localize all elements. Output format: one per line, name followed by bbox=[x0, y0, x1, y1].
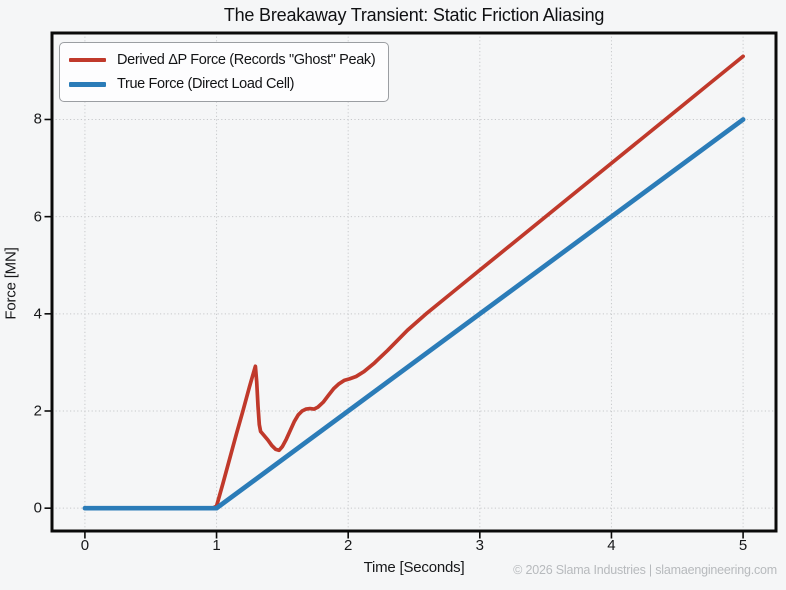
x-tick-label: 4 bbox=[607, 537, 616, 554]
x-axis-label: Time [Seconds] bbox=[363, 559, 465, 576]
legend-label: True Force (Direct Load Cell) bbox=[117, 76, 295, 92]
y-tick-label: 4 bbox=[33, 305, 42, 323]
y-tick-label: 6 bbox=[33, 208, 42, 226]
chart-title: The Breakaway Transient: Static Friction… bbox=[223, 5, 605, 25]
x-tick-label: 3 bbox=[475, 537, 484, 554]
legend-line-swatch bbox=[69, 81, 106, 87]
plot-area bbox=[52, 33, 776, 531]
x-tick-label: 0 bbox=[80, 537, 90, 554]
watermark: © 2026 Slama Industries | slamaengineeri… bbox=[513, 563, 777, 577]
plot-border bbox=[50, 31, 778, 533]
x-tick-label: 1 bbox=[212, 537, 221, 554]
y-tick-label: 2 bbox=[33, 402, 42, 420]
derived-force-line bbox=[83, 54, 745, 511]
legend-item: Derived ΔP Force (Records "Ghost" Peak) bbox=[69, 52, 376, 68]
y-axis-label: Force [MN] bbox=[2, 247, 20, 320]
legend-item: True Force (Direct Load Cell) bbox=[69, 76, 375, 92]
y-tick-label: 8 bbox=[33, 110, 42, 128]
y-tick-label: 0 bbox=[33, 499, 42, 517]
x-tick-label: 5 bbox=[738, 537, 748, 554]
legend-label: Derived ΔP Force (Records "Ghost" Peak) bbox=[117, 52, 376, 68]
true-force-line bbox=[82, 117, 746, 511]
legend: Derived ΔP Force (Records "Ghost" Peak) T… bbox=[59, 42, 390, 102]
x-tick-label: 2 bbox=[344, 537, 353, 554]
legend-line-swatch bbox=[69, 58, 106, 62]
